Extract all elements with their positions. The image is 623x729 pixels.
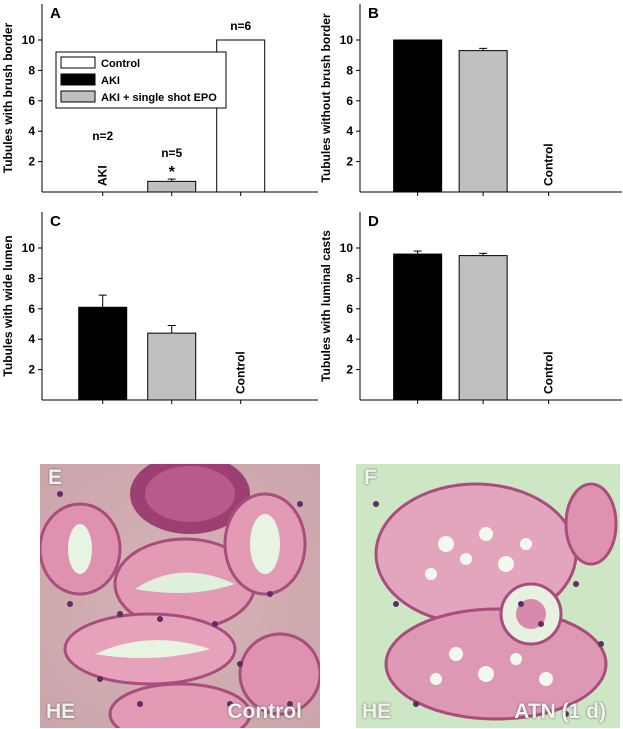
significance-marker: * [169, 164, 176, 181]
n-label: n=2 [92, 129, 113, 143]
panel-label: A [50, 5, 61, 22]
y-tick-label: 10 [340, 241, 354, 255]
rotated-group-label: AKI [96, 165, 110, 186]
stain-label-e: HE [46, 700, 76, 723]
bar [393, 39, 443, 193]
y-tick-label: 6 [346, 94, 353, 108]
y-tick-label: 2 [28, 155, 35, 169]
panel-label: D [368, 213, 379, 230]
bar [147, 180, 197, 193]
legend-entry: AKI + single shot EPO [101, 92, 217, 104]
y-tick-label: 4 [346, 332, 353, 346]
y-tick-label: 4 [28, 332, 35, 346]
rotated-group-label: Control [234, 351, 248, 394]
y-tick-label: 6 [28, 94, 35, 108]
stain-label-f: HE [362, 700, 392, 723]
caption-atn: ATN (1 d) [514, 700, 606, 723]
bar [147, 332, 197, 401]
y-tick-label: 2 [346, 363, 353, 377]
legend-swatch [60, 90, 96, 103]
y-axis-label: Tubules with brush border [1, 22, 15, 173]
kidney-tissue-image [356, 464, 620, 728]
y-tick-label: 2 [346, 155, 353, 169]
rotated-group-label: Control [542, 143, 556, 186]
legend-entry: AKI [101, 75, 120, 87]
y-tick-label: 8 [346, 63, 353, 77]
panel-label: C [50, 213, 61, 230]
y-tick-label: 10 [340, 33, 354, 47]
bar [458, 50, 508, 193]
legend-entry: Control [101, 58, 140, 70]
y-tick-label: 10 [22, 241, 36, 255]
y-tick-label: 6 [346, 302, 353, 316]
bar [393, 253, 443, 401]
y-tick-label: 4 [346, 124, 353, 138]
y-tick-label: 6 [28, 302, 35, 316]
n-label: n=6 [230, 19, 251, 33]
y-axis-label: Tubules without brush border [319, 13, 333, 182]
y-axis-label: Tubules with wide lumen [1, 235, 15, 376]
y-tick-label: 2 [28, 363, 35, 377]
micrograph-atn: HE ATN (1 d) F [356, 464, 620, 728]
caption-control: Control [227, 700, 302, 723]
y-axis-label: Tubules with luminal casts [319, 230, 333, 382]
panel-label-f: F [364, 466, 377, 489]
y-tick-label: 10 [22, 33, 36, 47]
y-tick-label: 8 [346, 271, 353, 285]
bar [458, 255, 508, 401]
n-label: n=5 [161, 146, 182, 160]
bar [78, 306, 128, 401]
y-tick-label: 8 [28, 271, 35, 285]
panel-label: B [368, 5, 379, 22]
rotated-group-label: Control [542, 351, 556, 394]
micrograph-control: HE Control E [40, 464, 320, 728]
panel-label-e: E [48, 466, 63, 489]
y-tick-label: 4 [28, 124, 35, 138]
y-tick-label: 8 [28, 63, 35, 77]
legend-swatch [60, 56, 96, 69]
bar-charts: A 2 4 6 8 10 Tubules with brush border AKI n=2 n=… [1, 4, 622, 404]
legend-swatch [60, 73, 96, 86]
kidney-tissue-image [40, 464, 320, 728]
